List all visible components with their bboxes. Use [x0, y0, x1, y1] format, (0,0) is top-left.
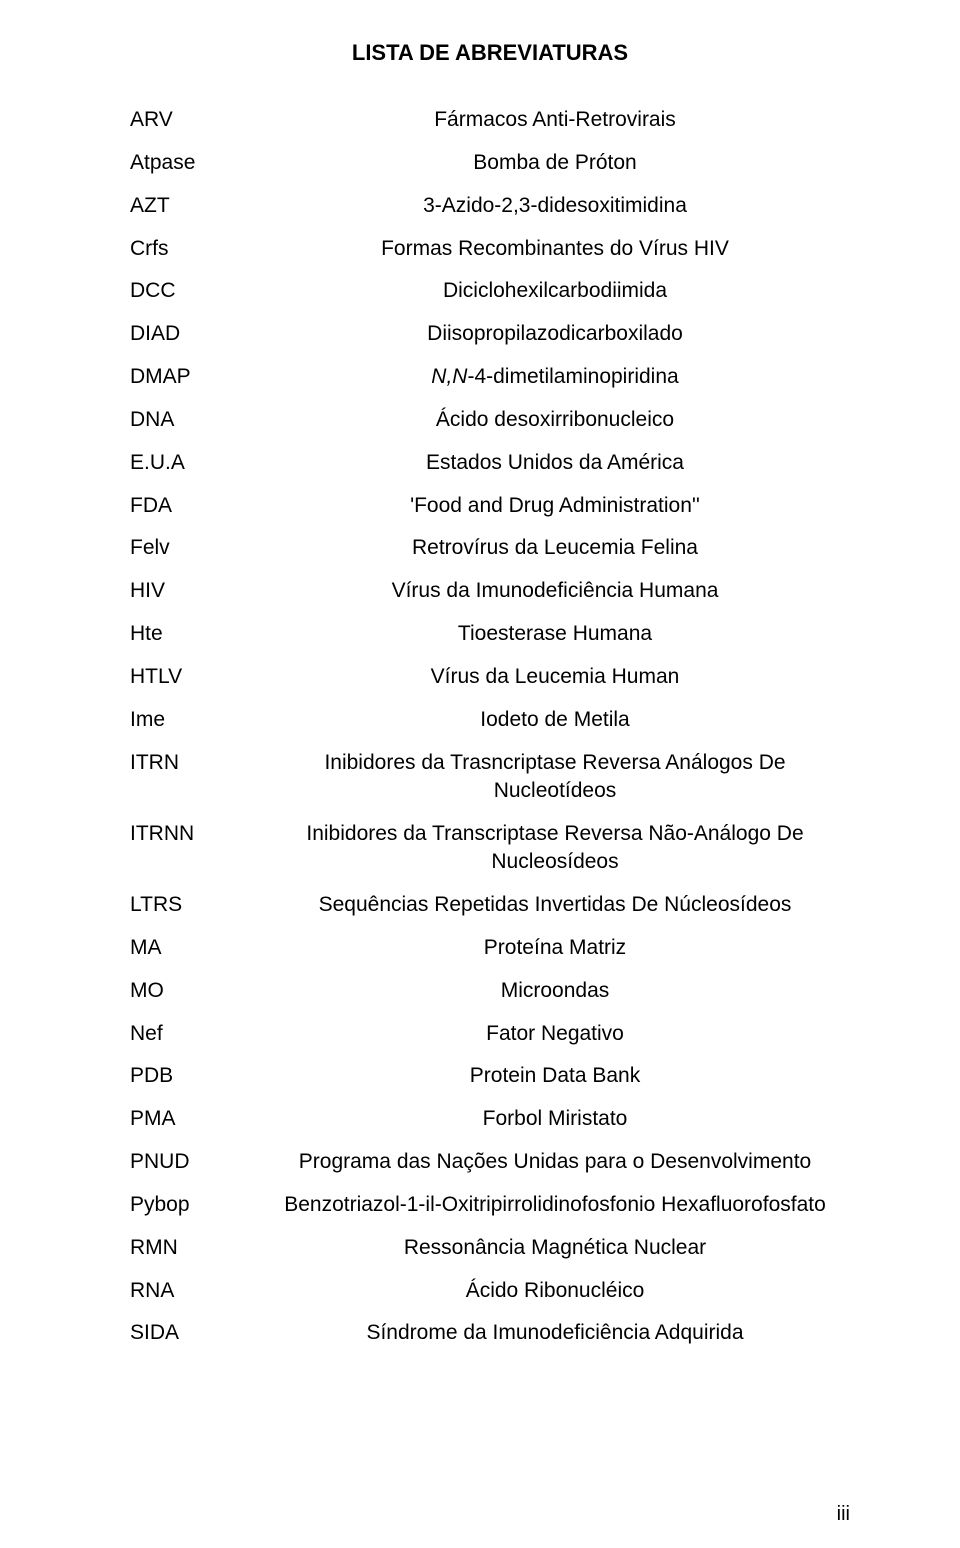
abbreviation-definition: Vírus da Leucemia Human — [260, 663, 850, 691]
abbreviation-definition: Vírus da Imunodeficiência Humana — [260, 577, 850, 605]
table-row: AZT3-Azido-2,3-didesoxitimidina — [130, 192, 850, 220]
table-row: FDA'Food and Drug Administration'' — [130, 492, 850, 520]
abbreviation-term: DMAP — [130, 363, 260, 391]
table-row: DMAPN,N-4-dimetilaminopiridina — [130, 363, 850, 391]
abbreviation-term: RMN — [130, 1234, 260, 1262]
abbreviation-term: MA — [130, 934, 260, 962]
abbreviation-term: Ime — [130, 706, 260, 734]
abbreviation-term: Atpase — [130, 149, 260, 177]
abbreviation-term: ITRNN — [130, 820, 260, 877]
abbreviation-term: AZT — [130, 192, 260, 220]
abbreviation-definition: Protein Data Bank — [260, 1062, 850, 1090]
abbreviation-definition: Forbol Miristato — [260, 1105, 850, 1133]
table-row: AtpaseBomba de Próton — [130, 149, 850, 177]
definition-rest: -4-dimetilaminopiridina — [467, 365, 678, 388]
abbreviation-term: LTRS — [130, 891, 260, 919]
table-row: ITRNNInibidores da Transcriptase Reversa… — [130, 820, 850, 877]
table-row: NefFator Negativo — [130, 1020, 850, 1048]
abbreviation-definition: Bomba de Próton — [260, 149, 850, 177]
abbreviation-term: MO — [130, 977, 260, 1005]
abbreviation-definition: Iodeto de Metila — [260, 706, 850, 734]
abbreviation-definition: Formas Recombinantes do Vírus HIV — [260, 235, 850, 263]
abbreviation-term: DNA — [130, 406, 260, 434]
abbreviation-term: PDB — [130, 1062, 260, 1090]
abbreviation-term: Crfs — [130, 235, 260, 263]
abbreviation-definition: Programa das Nações Unidas para o Desenv… — [260, 1148, 850, 1176]
table-row: DIADDiisopropilazodicarboxilado — [130, 320, 850, 348]
table-row: E.U.AEstados Unidos da América — [130, 449, 850, 477]
table-row: MAProteína Matriz — [130, 934, 850, 962]
abbreviation-term: Nef — [130, 1020, 260, 1048]
table-row: ARVFármacos Anti-Retrovirais — [130, 106, 850, 134]
table-row: HIVVírus da Imunodeficiência Humana — [130, 577, 850, 605]
table-row: CrfsFormas Recombinantes do Vírus HIV — [130, 235, 850, 263]
abbreviation-definition: 'Food and Drug Administration'' — [260, 492, 850, 520]
abbreviation-term: E.U.A — [130, 449, 260, 477]
table-row: RNAÁcido Ribonucléico — [130, 1277, 850, 1305]
abbreviation-term: DIAD — [130, 320, 260, 348]
table-row: ITRNInibidores da Trasncriptase Reversa … — [130, 749, 850, 806]
table-row: RMNRessonância Magnética Nuclear — [130, 1234, 850, 1262]
abbreviation-definition: Microondas — [260, 977, 850, 1005]
table-row: HteTioesterase Humana — [130, 620, 850, 648]
page-number: iii — [837, 1503, 850, 1526]
table-row: HTLVVírus da Leucemia Human — [130, 663, 850, 691]
abbreviation-definition: Diisopropilazodicarboxilado — [260, 320, 850, 348]
abbreviation-term: ITRN — [130, 749, 260, 806]
abbreviation-term: Pybop — [130, 1191, 260, 1219]
abbreviation-term: HIV — [130, 577, 260, 605]
abbreviation-definition: Ácido desoxirribonucleico — [260, 406, 850, 434]
table-row: SIDASíndrome da Imunodeficiência Adquiri… — [130, 1319, 850, 1347]
abbreviation-term: Felv — [130, 534, 260, 562]
abbreviation-definition: Ácido Ribonucléico — [260, 1277, 850, 1305]
abbreviation-definition: Benzotriazol-1-il-Oxitripirrolidinofosfo… — [260, 1191, 850, 1219]
table-row: MOMicroondas — [130, 977, 850, 1005]
table-row: PybopBenzotriazol-1-il-Oxitripirrolidino… — [130, 1191, 850, 1219]
table-row: ImeIodeto de Metila — [130, 706, 850, 734]
abbreviation-definition: Inibidores da Trasncriptase Reversa Anál… — [260, 749, 850, 806]
abbreviation-definition: Diciclohexilcarbodiimida — [260, 277, 850, 305]
abbreviation-term: SIDA — [130, 1319, 260, 1347]
abbreviation-term: RNA — [130, 1277, 260, 1305]
abbreviation-definition: Fator Negativo — [260, 1020, 850, 1048]
abbreviation-definition: 3-Azido-2,3-didesoxitimidina — [260, 192, 850, 220]
abbreviation-term: FDA — [130, 492, 260, 520]
abbreviation-term: DCC — [130, 277, 260, 305]
abbreviation-term: PNUD — [130, 1148, 260, 1176]
abbreviation-definition: N,N-4-dimetilaminopiridina — [260, 363, 850, 391]
page-title: LISTA DE ABREVIATURAS — [130, 40, 850, 66]
abbreviation-definition: Sequências Repetidas Invertidas De Núcle… — [260, 891, 850, 919]
abbreviation-definition: Tioesterase Humana — [260, 620, 850, 648]
abbreviation-definition: Estados Unidos da América — [260, 449, 850, 477]
abbreviation-term: HTLV — [130, 663, 260, 691]
italic-prefix: N,N — [431, 365, 467, 388]
abbreviation-term: Hte — [130, 620, 260, 648]
table-row: LTRSSequências Repetidas Invertidas De N… — [130, 891, 850, 919]
table-row: PMAForbol Miristato — [130, 1105, 850, 1133]
abbreviation-definition: Fármacos Anti-Retrovirais — [260, 106, 850, 134]
table-row: PDBProtein Data Bank — [130, 1062, 850, 1090]
abbreviation-definition: Inibidores da Transcriptase Reversa Não-… — [260, 820, 850, 877]
abbreviation-definition: Proteína Matriz — [260, 934, 850, 962]
table-row: FelvRetrovírus da Leucemia Felina — [130, 534, 850, 562]
abbreviation-term: ARV — [130, 106, 260, 134]
abbreviation-definition: Ressonância Magnética Nuclear — [260, 1234, 850, 1262]
abbreviation-definition: Retrovírus da Leucemia Felina — [260, 534, 850, 562]
table-row: DCCDiciclohexilcarbodiimida — [130, 277, 850, 305]
table-row: PNUDPrograma das Nações Unidas para o De… — [130, 1148, 850, 1176]
table-row: DNAÁcido desoxirribonucleico — [130, 406, 850, 434]
abbreviation-table: ARVFármacos Anti-RetroviraisAtpaseBomba … — [130, 106, 850, 1348]
abbreviation-term: PMA — [130, 1105, 260, 1133]
abbreviation-definition: Síndrome da Imunodeficiência Adquirida — [260, 1319, 850, 1347]
